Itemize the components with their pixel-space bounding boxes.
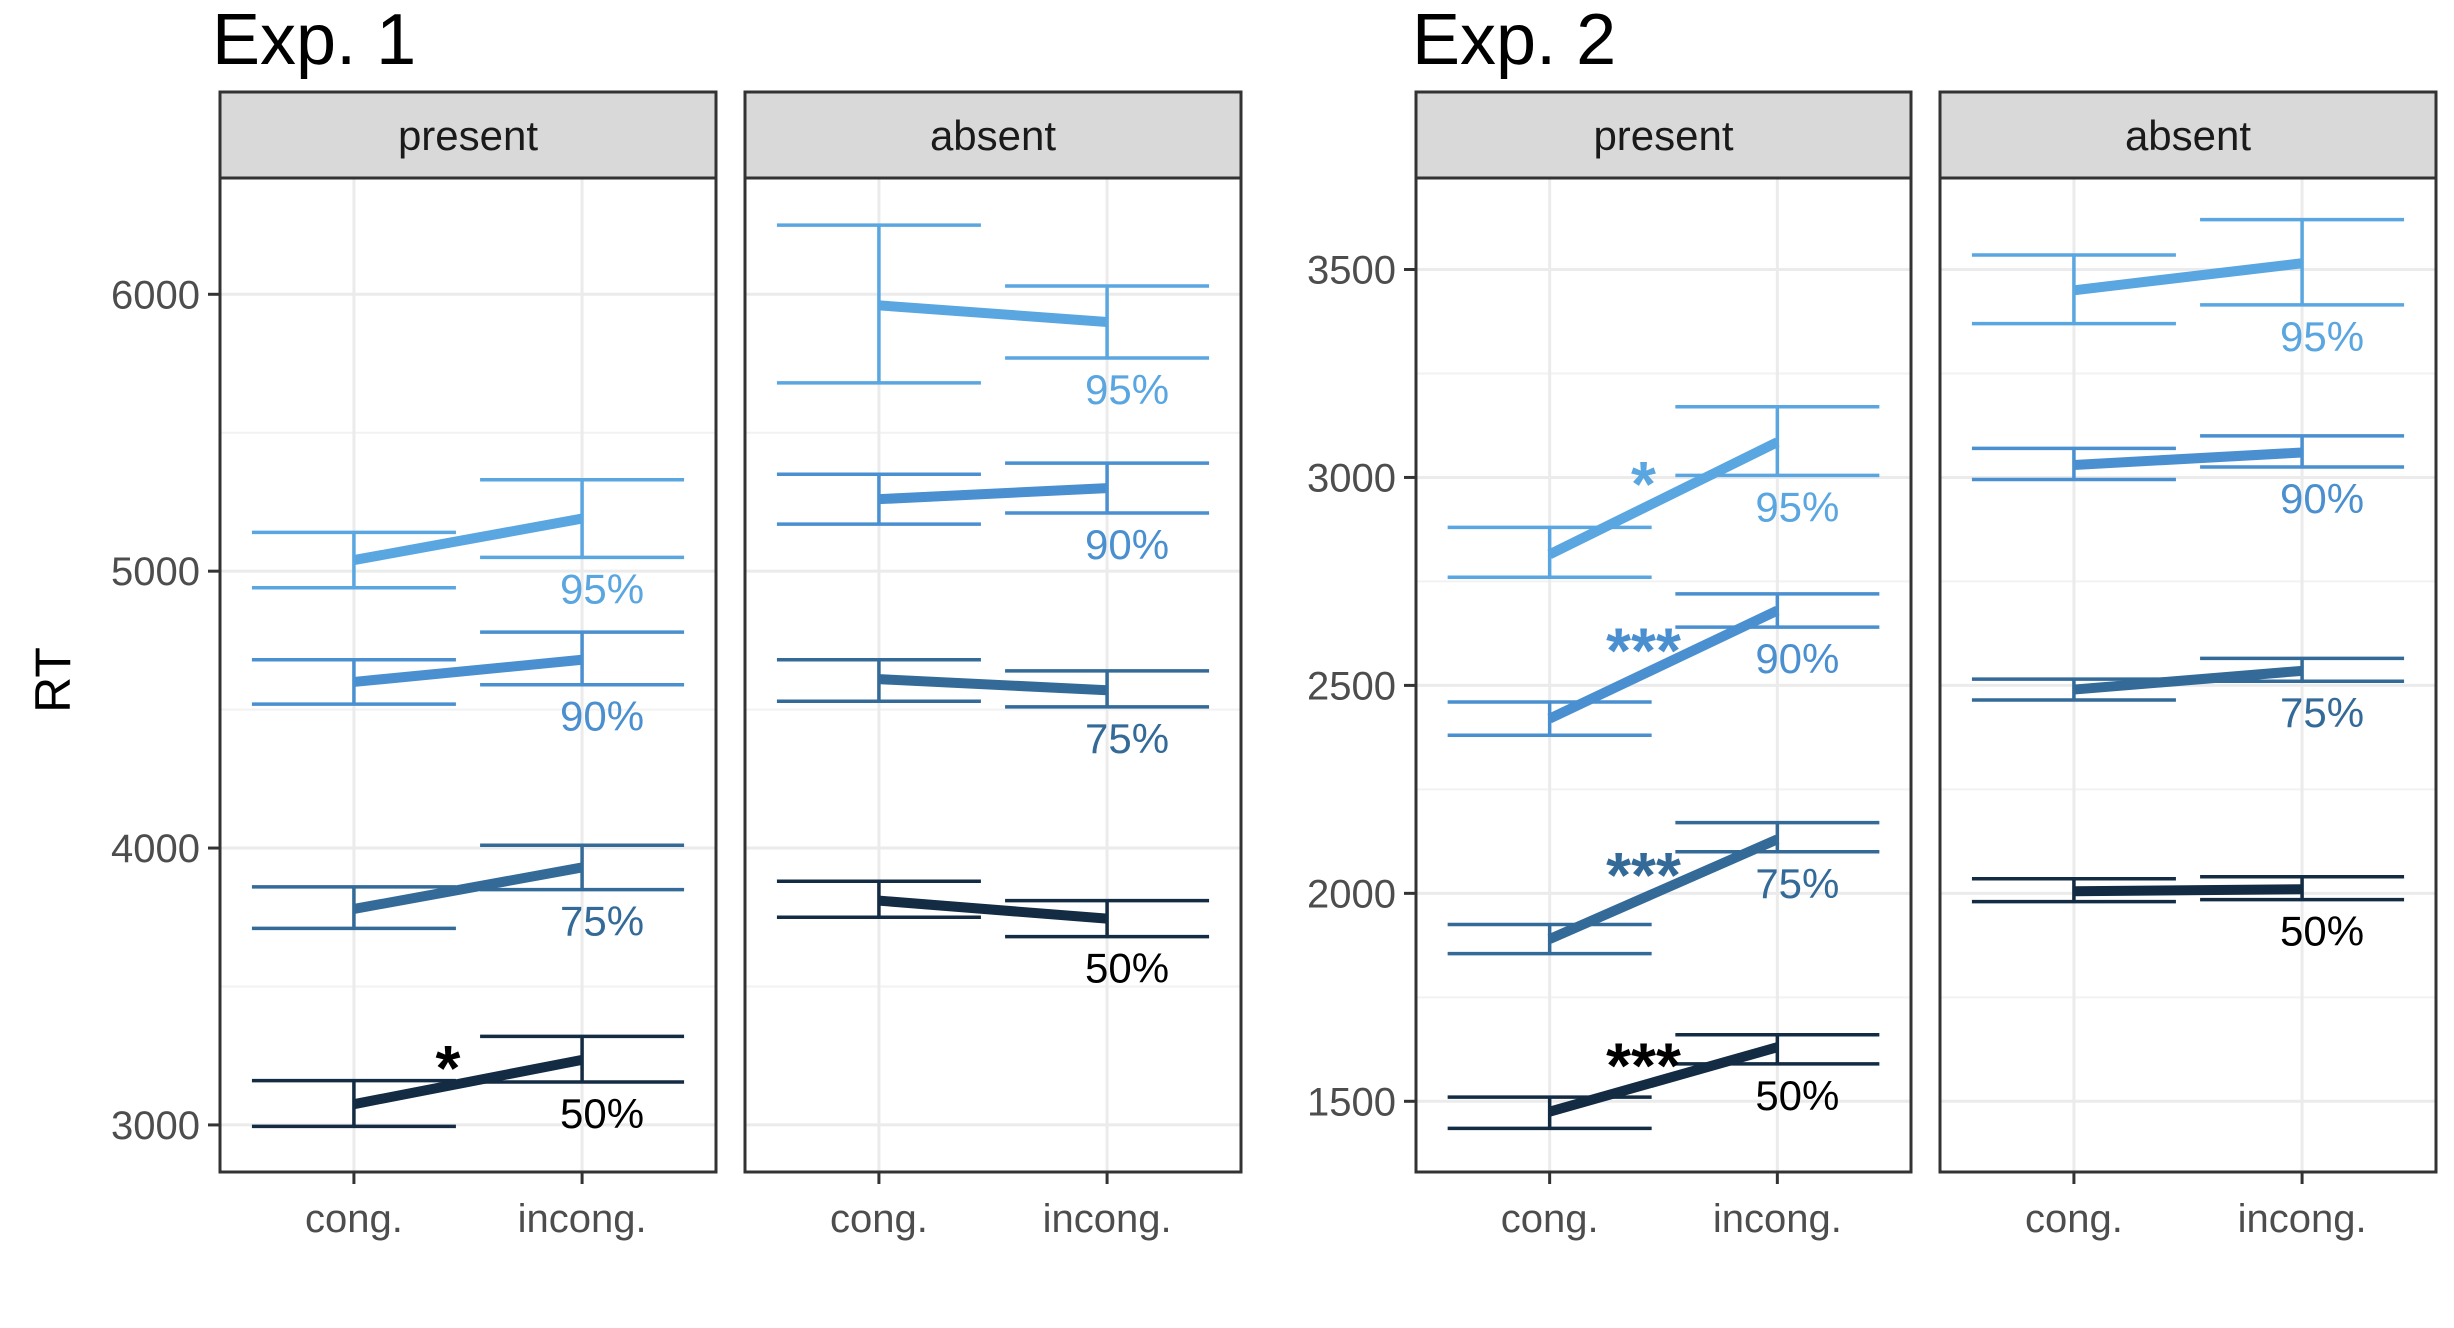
panel-strip (1938, 90, 2438, 180)
series-line (1547, 606, 1780, 724)
series-line (878, 300, 1108, 327)
series-label: 75% (560, 898, 644, 945)
panel-background (1416, 178, 1911, 1172)
series-line (878, 895, 1108, 924)
series-label: 90% (2280, 475, 2364, 522)
y-tick-label: 5000 (111, 550, 200, 594)
panel-background (745, 178, 1241, 1172)
series-line (878, 674, 1108, 696)
panel-strip (1414, 90, 1913, 180)
panel-strip (743, 90, 1243, 180)
x-tick-label: cong. (1501, 1197, 1599, 1241)
series-label: 50% (1755, 1072, 1839, 1119)
x-tick-label: incong. (518, 1197, 647, 1241)
series-line (2073, 665, 2303, 695)
series-label: 75% (1085, 715, 1169, 762)
series-label: 90% (560, 693, 644, 740)
y-tick-label: 3000 (1307, 456, 1396, 500)
series-line (2073, 884, 2303, 897)
series-line (353, 862, 583, 914)
experiment-title: Exp. 1 (212, 0, 416, 80)
series-label: 95% (1755, 483, 1839, 530)
series-line (2073, 258, 2303, 296)
series-label: 50% (560, 1090, 644, 1137)
series-line (878, 483, 1108, 505)
series-line (1548, 1042, 1779, 1117)
panel-strip-label: present (1593, 112, 1733, 159)
x-tick-label: cong. (830, 1197, 928, 1241)
significance-marker: * (436, 1032, 461, 1104)
x-tick-label: cong. (2025, 1197, 2123, 1241)
panel-background (1940, 178, 2436, 1172)
y-tick-label: 2500 (1307, 664, 1396, 708)
series-label: 50% (1085, 945, 1169, 992)
series-line (353, 513, 583, 566)
series-label: 95% (2280, 313, 2364, 360)
series-line (1547, 834, 1780, 944)
panel-strip-label: present (398, 112, 538, 159)
x-tick-label: cong. (305, 1197, 403, 1241)
series-label: 95% (1085, 366, 1169, 413)
series-line (352, 1054, 584, 1110)
y-tick-label: 1500 (1307, 1080, 1396, 1124)
y-tick-label: 6000 (111, 273, 200, 317)
x-tick-label: incong. (1713, 1197, 1842, 1241)
series-label: 95% (560, 565, 644, 612)
series-label: 75% (2280, 689, 2364, 736)
series-label: 90% (1755, 635, 1839, 682)
series-label: 50% (2280, 908, 2364, 955)
panel-strip (218, 90, 718, 180)
y-tick-label: 3000 (111, 1104, 200, 1148)
series-label: 90% (1085, 521, 1169, 568)
y-tick-label: 3500 (1307, 248, 1396, 292)
series-label: 75% (1755, 860, 1839, 907)
series-line (353, 654, 583, 687)
panel-strip-label: absent (2125, 112, 2251, 159)
experiment-title: Exp. 2 (1412, 0, 1616, 80)
series-line (2073, 447, 2303, 470)
series-line (1547, 437, 1780, 559)
significance-marker: *** (1606, 615, 1681, 687)
significance-marker: *** (1606, 839, 1681, 911)
y-tick-label: 2000 (1307, 872, 1396, 916)
y-axis-title: RT (25, 647, 81, 713)
x-tick-label: incong. (2238, 1197, 2367, 1241)
significance-marker: *** (1606, 1029, 1681, 1101)
significance-marker: * (1631, 448, 1656, 520)
panel-strip-label: absent (930, 112, 1056, 159)
y-tick-label: 4000 (111, 827, 200, 871)
x-tick-label: incong. (1043, 1197, 1172, 1241)
